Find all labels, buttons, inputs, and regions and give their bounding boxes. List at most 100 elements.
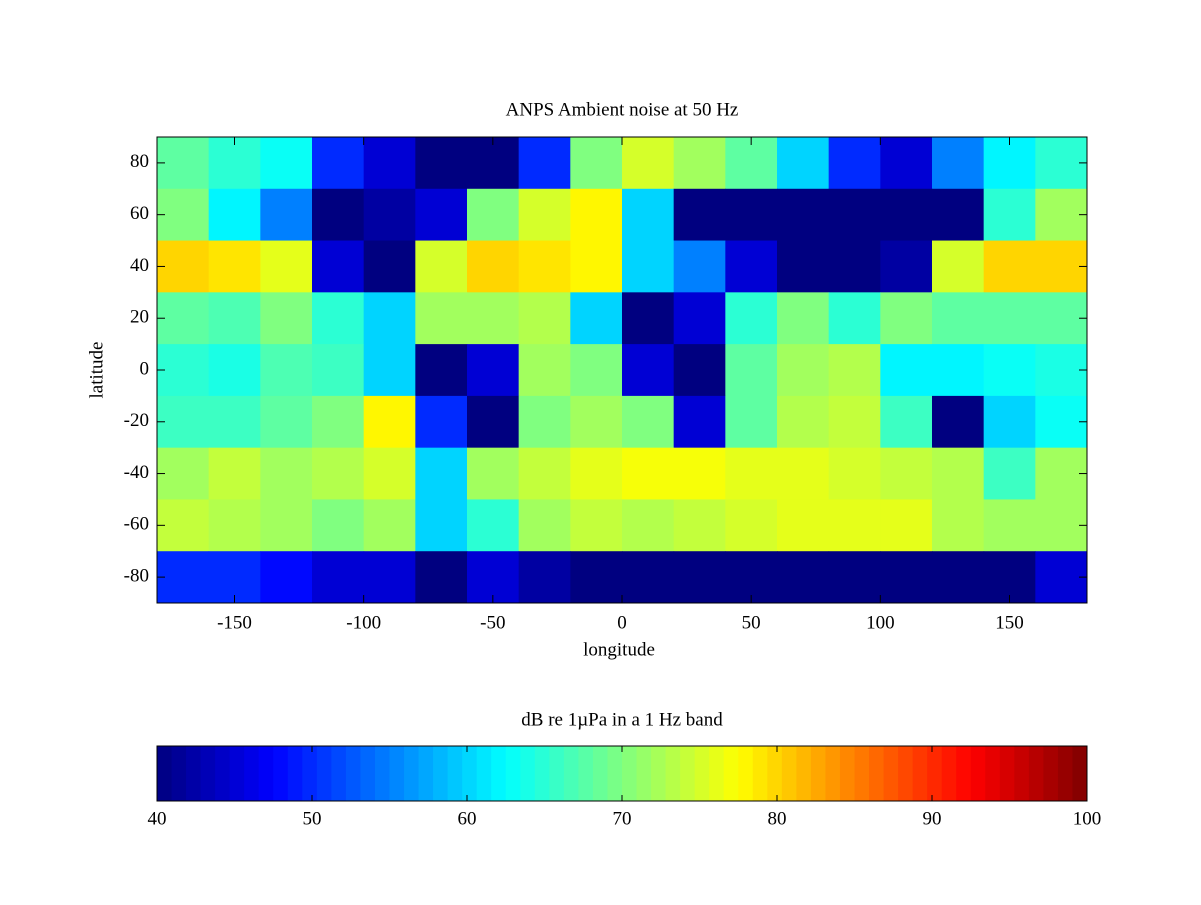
x-tick-label: 150 <box>995 612 1024 633</box>
heat-cell <box>208 292 261 345</box>
heat-cell <box>570 447 623 500</box>
colorbar-swatch <box>694 746 710 801</box>
heat-cell <box>260 447 313 500</box>
heat-cell <box>208 188 261 242</box>
heat-cell <box>622 344 675 397</box>
heat-cell <box>880 344 933 397</box>
heat-cell <box>467 551 520 604</box>
heat-cell <box>932 551 985 604</box>
heat-cell <box>157 499 210 552</box>
heat-cell <box>312 344 365 397</box>
heat-cell <box>570 551 623 604</box>
colorbar-swatch <box>636 746 652 801</box>
colorbar-swatch <box>592 746 608 801</box>
heat-cell <box>777 447 830 500</box>
heat-cell <box>932 447 985 500</box>
x-tick-label: -100 <box>346 612 381 633</box>
heat-cell <box>828 395 881 449</box>
heat-cell <box>518 137 571 190</box>
heat-cell <box>725 447 778 500</box>
colorbar-swatch <box>520 746 536 801</box>
colorbar-swatch <box>549 746 565 801</box>
heat-cell <box>880 137 933 190</box>
colorbar-swatch <box>607 746 623 801</box>
colorbar-swatch <box>927 746 943 801</box>
colorbar-swatch <box>1028 746 1044 801</box>
heat-cell <box>1035 551 1088 604</box>
heat-cell <box>622 551 675 604</box>
heat-cell <box>828 499 881 552</box>
heat-cell <box>363 292 416 345</box>
colorbar-swatch <box>985 746 1001 801</box>
heat-cell <box>983 551 1036 604</box>
y-tick-label: 20 <box>130 307 149 328</box>
heat-cell <box>260 292 313 345</box>
colorbar-swatch <box>912 746 928 801</box>
heat-cell <box>880 240 933 293</box>
colorbar-swatch <box>316 746 332 801</box>
colorbar-tick-label: 70 <box>613 808 632 829</box>
heat-cell <box>622 292 675 345</box>
y-tick-label: 60 <box>130 203 149 224</box>
heat-cell <box>1035 447 1088 500</box>
heat-cell <box>1035 395 1088 449</box>
heat-cell <box>570 499 623 552</box>
heat-cell <box>363 551 416 604</box>
heat-cell <box>725 551 778 604</box>
heat-cell <box>415 240 468 293</box>
heat-cell <box>828 188 881 242</box>
heat-cell <box>932 344 985 397</box>
heat-cell <box>157 137 210 190</box>
heat-cell <box>932 292 985 345</box>
heat-cell <box>363 188 416 242</box>
colorbar-swatch <box>157 746 173 801</box>
heat-cell <box>312 137 365 190</box>
heat-cell <box>260 551 313 604</box>
heat-cell <box>932 499 985 552</box>
colorbar-swatch <box>665 746 681 801</box>
colorbar-swatch <box>447 746 463 801</box>
heat-cell <box>312 240 365 293</box>
heat-cell <box>777 395 830 449</box>
heat-cell <box>157 188 210 242</box>
heat-cell <box>983 188 1036 242</box>
colorbar-swatch <box>200 746 216 801</box>
heat-cell <box>828 137 881 190</box>
heat-cell <box>518 395 571 449</box>
heat-cell <box>208 447 261 500</box>
y-tick-label: 80 <box>130 151 149 172</box>
colorbar-swatch <box>491 746 507 801</box>
colorbar-swatch <box>1014 746 1030 801</box>
heat-cell <box>208 137 261 190</box>
colorbar-swatch <box>258 746 274 801</box>
heat-cell <box>415 447 468 500</box>
heat-cell <box>1035 292 1088 345</box>
heat-cell <box>157 344 210 397</box>
heat-cell <box>518 188 571 242</box>
colorbar-swatch <box>389 746 405 801</box>
y-axis-label: latitude <box>86 342 107 399</box>
heat-cell <box>570 395 623 449</box>
heat-cell <box>312 395 365 449</box>
colorbar-swatch <box>680 746 696 801</box>
heat-cell <box>673 499 726 552</box>
heat-cell <box>880 499 933 552</box>
heat-cell <box>673 395 726 449</box>
colorbar-tick-label: 90 <box>923 808 942 829</box>
heat-cell <box>157 395 210 449</box>
heat-cell <box>157 292 210 345</box>
heat-cell <box>208 240 261 293</box>
heat-cell <box>363 137 416 190</box>
heat-cell <box>932 188 985 242</box>
heat-cell <box>312 499 365 552</box>
colorbar-swatch <box>171 746 187 801</box>
colorbar-swatch <box>883 746 899 801</box>
colorbar-swatch <box>215 746 231 801</box>
colorbar-swatch <box>374 746 390 801</box>
heat-cell <box>880 395 933 449</box>
x-tick-label: 100 <box>866 612 895 633</box>
heat-cell <box>467 240 520 293</box>
heat-cell <box>312 551 365 604</box>
heat-cell <box>983 137 1036 190</box>
